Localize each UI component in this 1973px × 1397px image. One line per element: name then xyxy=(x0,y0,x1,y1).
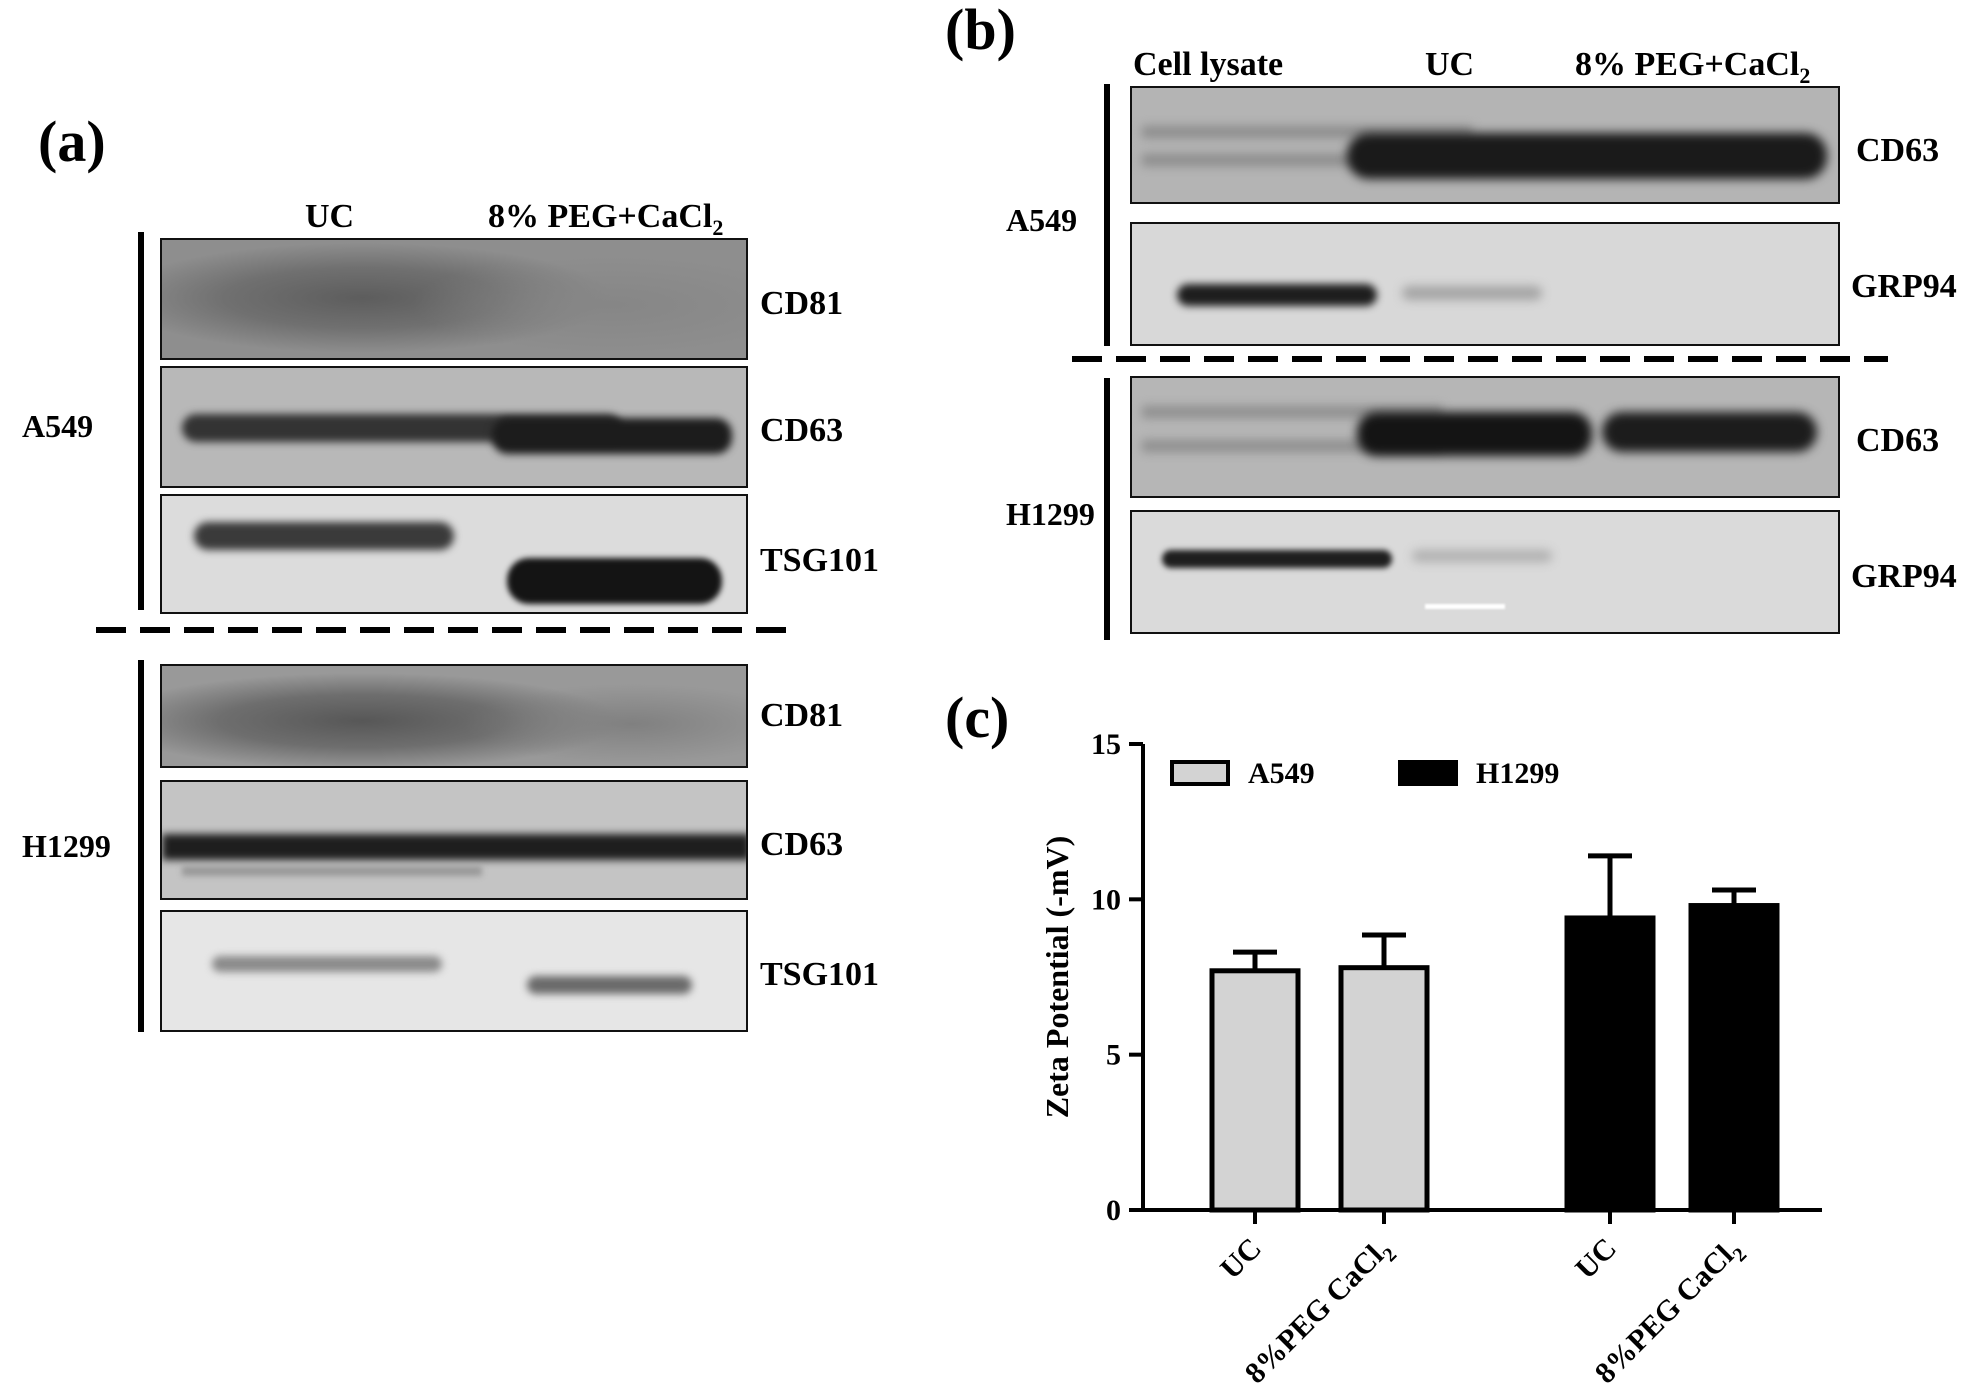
panel-b-col-lysate: Cell lysate xyxy=(1133,46,1284,83)
blot-b-h1299-cd63 xyxy=(1130,376,1840,498)
panel-a-col-uc: UC xyxy=(305,198,355,235)
bar-a549 xyxy=(1338,965,1430,1213)
x-tick-label: UC xyxy=(1214,1232,1268,1286)
panel-b-a549-label: A549 xyxy=(1006,202,1078,238)
y-tick-label: 10 xyxy=(1091,883,1121,916)
panel-b-col-peg: 8% PEG+CaCl2 xyxy=(1575,46,1810,89)
bar-h1299 xyxy=(1564,915,1656,1213)
bar-a549 xyxy=(1209,968,1301,1213)
band-a-h1299-cd63: CD63 xyxy=(760,826,844,863)
panel-a-a549-bracket xyxy=(138,232,144,610)
band-b-a549-grp94: GRP94 xyxy=(1851,268,1957,305)
blot-a-h1299-cd81 xyxy=(160,664,748,768)
band-b-a549-cd63: CD63 xyxy=(1856,132,1940,169)
y-tick-label: 0 xyxy=(1106,1194,1121,1227)
panel-b-divider xyxy=(1072,356,1888,362)
y-axis-title: Zeta Potential (-mV) xyxy=(1039,836,1075,1119)
blot-b-h1299-grp94 xyxy=(1130,510,1840,634)
legend-label-a549: A549 xyxy=(1248,757,1315,790)
panel-b-col-uc: UC xyxy=(1425,46,1475,83)
panel-b-col-peg-main: 8% PEG+CaCl xyxy=(1575,46,1800,83)
x-tick-label: UC xyxy=(1569,1232,1623,1286)
band-a-a549-cd63: CD63 xyxy=(760,412,844,449)
panel-a-h1299-label: H1299 xyxy=(22,828,111,864)
blot-a-a549-tsg101 xyxy=(160,494,748,614)
band-b-h1299-grp94: GRP94 xyxy=(1851,558,1957,595)
panel-a-a549-label: A549 xyxy=(22,408,94,444)
band-a-h1299-cd81: CD81 xyxy=(760,697,844,734)
panel-a-letter: (a) xyxy=(38,109,106,174)
blot-b-a549-cd63 xyxy=(1130,86,1840,204)
y-tick-label: 15 xyxy=(1091,728,1121,761)
panel-c-letter: (c) xyxy=(945,685,1010,750)
band-a-h1299-tsg101: TSG101 xyxy=(760,956,880,993)
panel-b-a549-bracket xyxy=(1104,84,1110,346)
panel-b-col-peg-sub: 2 xyxy=(1799,62,1811,88)
panel-a-col-peg-main: 8% PEG+CaCl xyxy=(488,198,713,235)
panel-b-h1299-label: H1299 xyxy=(1006,496,1095,532)
band-a-a549-tsg101: TSG101 xyxy=(760,542,880,579)
panel-a-h1299-bracket xyxy=(138,660,144,1032)
blot-a-a549-cd81 xyxy=(160,238,748,360)
legend-label-h1299: H1299 xyxy=(1476,757,1559,790)
panel-a-divider xyxy=(96,627,792,633)
panel-a-col-peg: 8% PEG+CaCl2 xyxy=(488,198,723,241)
band-b-h1299-cd63: CD63 xyxy=(1856,422,1940,459)
blot-a-h1299-tsg101 xyxy=(160,910,748,1032)
blot-b-a549-grp94 xyxy=(1130,222,1840,346)
bar-h1299 xyxy=(1688,903,1780,1213)
legend-swatch-a549 xyxy=(1170,760,1230,786)
panel-b-h1299-bracket xyxy=(1104,378,1110,640)
blot-a-h1299-cd63 xyxy=(160,780,748,900)
panel-b-letter: (b) xyxy=(945,0,1016,62)
y-tick-label: 5 xyxy=(1106,1039,1121,1072)
band-a-a549-cd81: CD81 xyxy=(760,285,844,322)
blot-a-a549-cd63 xyxy=(160,366,748,488)
legend-swatch-h1299 xyxy=(1398,760,1458,786)
panel-a-col-peg-sub: 2 xyxy=(712,214,724,240)
